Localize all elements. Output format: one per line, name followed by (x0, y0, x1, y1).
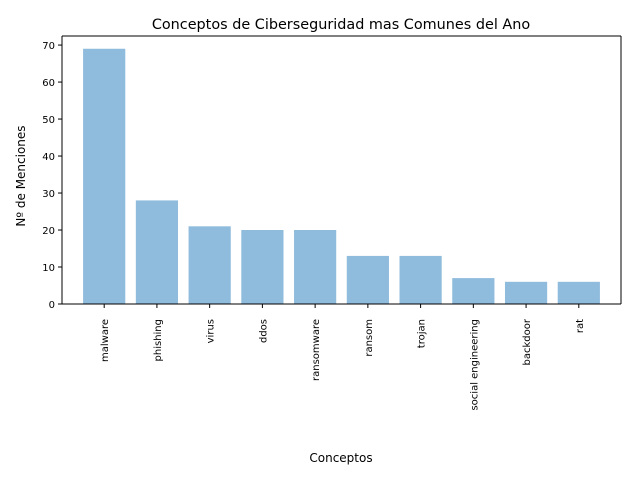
y-tick-label: 60 (42, 78, 55, 89)
chart-title: Conceptos de Ciberseguridad mas Comunes … (152, 17, 531, 33)
bar-virus (188, 226, 231, 304)
y-tick-label: 30 (42, 189, 55, 200)
bar-social-engineering (452, 278, 495, 304)
bar-backdoor (504, 281, 548, 304)
bar-rat (557, 281, 600, 304)
y-axis: 0 10 20 30 40 50 60 70 (42, 36, 622, 311)
x-tick-label: phishing (153, 319, 164, 361)
x-tick-label: social engineering (469, 319, 480, 411)
bar-ransom (346, 255, 389, 304)
x-tick-label: malware (100, 319, 111, 362)
x-tick-label: ransomware (311, 319, 322, 381)
y-tick-label: 70 (42, 41, 55, 52)
y-axis-label: Nº de Menciones (14, 125, 28, 226)
x-tick-label: backdoor (522, 318, 533, 365)
x-tick-label: ddos (258, 319, 269, 343)
x-tick-label: virus (206, 319, 217, 343)
y-tick-label: 50 (42, 115, 55, 126)
y-tick-label: 40 (42, 152, 55, 163)
bar-trojan (399, 255, 442, 304)
x-axis-label: Conceptos (309, 451, 372, 465)
x-tick-label: rat (575, 319, 586, 333)
x-tick-label: ransom (364, 319, 375, 357)
bar-ddos (241, 230, 284, 304)
y-tick-label: 10 (42, 263, 55, 274)
bar-ransomware (294, 230, 337, 304)
y-tick-label: 0 (49, 300, 55, 311)
x-axis: malware phishing virus ddos ransomware ransom… (62, 35, 621, 411)
bar-phishing (135, 200, 179, 304)
x-tick-label: trojan (417, 319, 428, 348)
bar-malware (83, 48, 126, 305)
y-tick-label: 20 (42, 226, 55, 237)
plot-area (83, 48, 600, 305)
